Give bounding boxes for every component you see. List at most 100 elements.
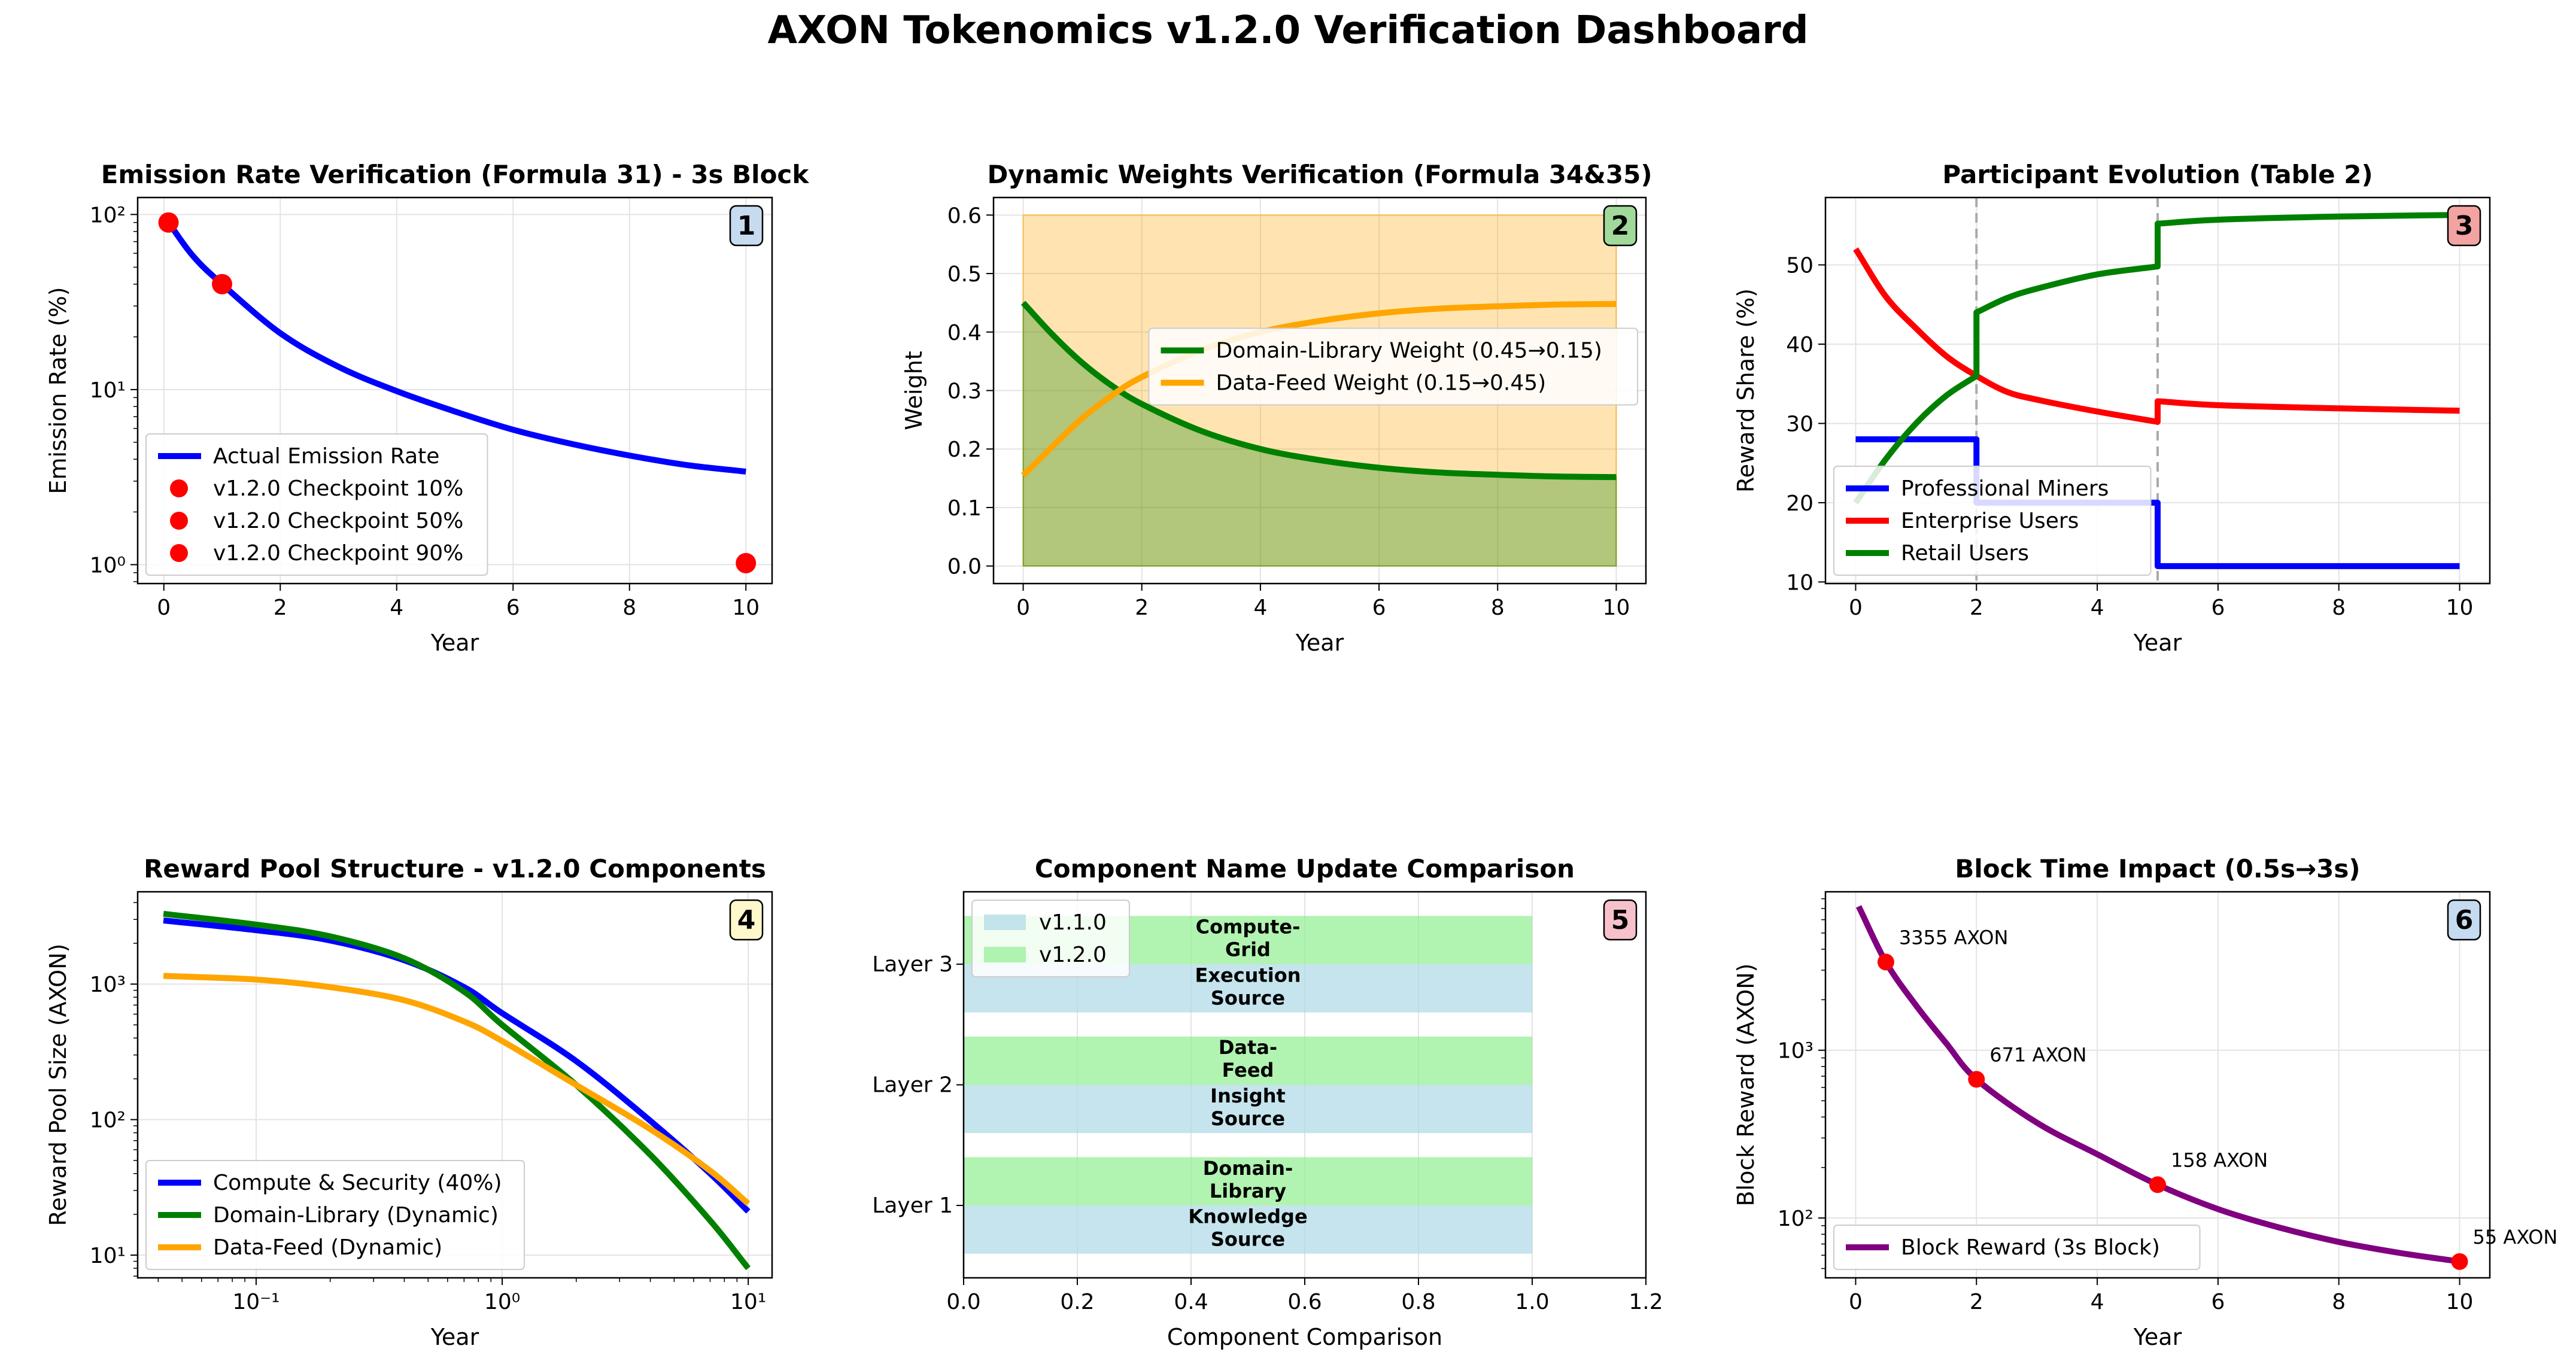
chart-badge: 1	[729, 205, 764, 247]
legend-marker	[170, 479, 188, 497]
chart-badge: 6	[2447, 899, 2481, 941]
bar-label: Library	[1210, 1180, 1286, 1202]
plot-area	[1825, 892, 2490, 1278]
badge-box	[729, 205, 764, 247]
y-tick-label: 30	[1786, 412, 1813, 436]
series-line	[1853, 247, 2460, 425]
chart-title: Component Name Update Comparison	[1035, 854, 1575, 883]
x-tick-label: 10	[1603, 596, 1630, 620]
legend: Compute & Security (40%) Domain-Library (…	[145, 1160, 525, 1270]
chart-badge: 3	[2447, 205, 2481, 247]
annotation-label: 55 AXON	[2473, 1226, 2558, 1249]
x-tick-label: 0	[157, 596, 171, 620]
badge-box	[2447, 205, 2481, 247]
legend-item: Compute & Security (40%)	[158, 1171, 502, 1195]
legend: v1.1.0 v1.2.0	[971, 900, 1130, 977]
x-tick-label: 4	[1253, 596, 1267, 620]
x-tick-label: 6	[2211, 596, 2225, 620]
annotation-point	[1968, 1071, 1985, 1088]
plot-area	[964, 892, 1646, 1278]
x-tick-label: 10	[2446, 1290, 2474, 1314]
legend-item: v1.2.0	[984, 943, 1107, 967]
x-tick-label: 4	[390, 596, 403, 620]
bar-v120	[964, 1157, 1532, 1206]
bar-label: Execution	[1195, 964, 1301, 986]
legend-frame	[1833, 1225, 2201, 1270]
chart-title: Reward Pool Structure - v1.2.0 Component…	[144, 854, 766, 883]
chart-6: 3355 AXON 671 AXON 158 AXON 55 AXON 0 2 4 6 8 10 1…	[1733, 854, 2557, 1350]
bar-label: Compute-	[1196, 916, 1301, 938]
y-tick-label: 0.1	[947, 496, 982, 521]
chart-1: 0 2 4 6 8 10 10⁰ 10¹ 10² Emission Rate Verificati…	[45, 160, 809, 656]
x-axis-label: Year	[430, 1324, 479, 1350]
badge-number: 4	[737, 905, 756, 935]
legend-label: Compute & Security (40%)	[213, 1171, 502, 1195]
legend-label: v1.2.0 Checkpoint 50%	[213, 509, 463, 533]
axes-frame	[1824, 196, 2491, 585]
x-tick-label: 0.2	[1060, 1290, 1094, 1314]
chart-3: 0 2 4 6 8 10 10 20 30 40 50 Participant Evolution (…	[1733, 160, 2491, 656]
x-tick-label: 2	[1970, 1290, 1983, 1314]
annotation-label: 158 AXON	[2171, 1149, 2268, 1171]
x-tick-label: 8	[2332, 596, 2346, 620]
legend: Actual Emission Rate v1.2.0 Checkpoint 10…	[145, 433, 488, 576]
axes-frame	[136, 891, 773, 1279]
annotation-point	[2451, 1253, 2468, 1270]
legend-item: Enterprise Users	[1846, 509, 2079, 533]
x-tick-label: 4	[2091, 596, 2104, 620]
series-line	[1020, 300, 1617, 481]
checkpoint-marker	[158, 212, 179, 233]
legend-label: v1.1.0	[1039, 910, 1107, 935]
y-axis-label: Reward Share (%)	[1733, 288, 1759, 493]
x-tick-label: 0.6	[1287, 1290, 1322, 1314]
series-line	[1856, 905, 2460, 1265]
legend-frame	[145, 433, 488, 576]
y-tick-label: 10²	[90, 1108, 126, 1133]
x-tick-label: 8	[622, 596, 636, 620]
y-tick-label: 20	[1786, 491, 1813, 516]
bar-v120	[964, 1036, 1532, 1085]
legend-item: Domain-Library (Dynamic)	[158, 1203, 499, 1228]
y-tick-label: 0.6	[947, 203, 982, 228]
badge-box	[729, 899, 764, 941]
legend-item: Actual Emission Rate	[158, 444, 439, 469]
bar-label: Source	[1211, 1107, 1285, 1130]
x-axis-label: Year	[430, 630, 479, 656]
badge-number: 5	[1611, 905, 1630, 935]
legend-label: Professional Miners	[1901, 476, 2109, 501]
chart-title: Participant Evolution (Table 2)	[1942, 160, 2373, 189]
y-tick-label: 0.0	[947, 555, 982, 579]
series-line	[1853, 212, 2460, 505]
legend-item: Data-Feed (Dynamic)	[158, 1235, 442, 1260]
legend-marker	[170, 512, 188, 530]
legend-item: Block Reward (3s Block)	[1846, 1235, 2160, 1260]
badge-box	[2447, 899, 2481, 941]
legend: Domain-Library Weight (0.45→0.15) Data-Fe…	[1148, 327, 1638, 406]
x-axis-label: Year	[2133, 1324, 2182, 1350]
x-tick-label: 0.4	[1174, 1290, 1208, 1314]
chart-badge: 5	[1603, 899, 1638, 941]
annotation-point	[2149, 1176, 2166, 1193]
chart-title: Block Time Impact (0.5s→3s)	[1955, 854, 2360, 883]
y-tick-label: 10⁰	[90, 553, 126, 578]
x-axis-label: Component Comparison	[1167, 1324, 1442, 1350]
badge-box	[1603, 899, 1638, 941]
legend-frame	[1148, 327, 1638, 406]
y-tick-label: 10³	[90, 973, 126, 997]
x-tick-label: 8	[1491, 596, 1505, 620]
legend-item: Domain-Library Weight (0.45→0.15)	[1161, 339, 1602, 363]
x-tick-label: 0	[1849, 1290, 1863, 1314]
x-tick-label: 0.0	[946, 1290, 980, 1314]
legend: Professional Miners Enterprise Users Retai…	[1833, 466, 2152, 576]
bar-label: Domain-	[1203, 1157, 1293, 1180]
y-tick-label: Layer 1	[872, 1193, 953, 1218]
y-tick-label: 0.4	[947, 321, 982, 345]
x-tick-label: 10	[2446, 596, 2474, 620]
x-tick-label: 10¹	[730, 1290, 766, 1314]
chart-badge: 2	[1603, 205, 1638, 247]
checkpoint-marker	[212, 274, 233, 294]
legend-label: Actual Emission Rate	[213, 444, 439, 469]
x-tick-label: 10	[732, 596, 760, 620]
